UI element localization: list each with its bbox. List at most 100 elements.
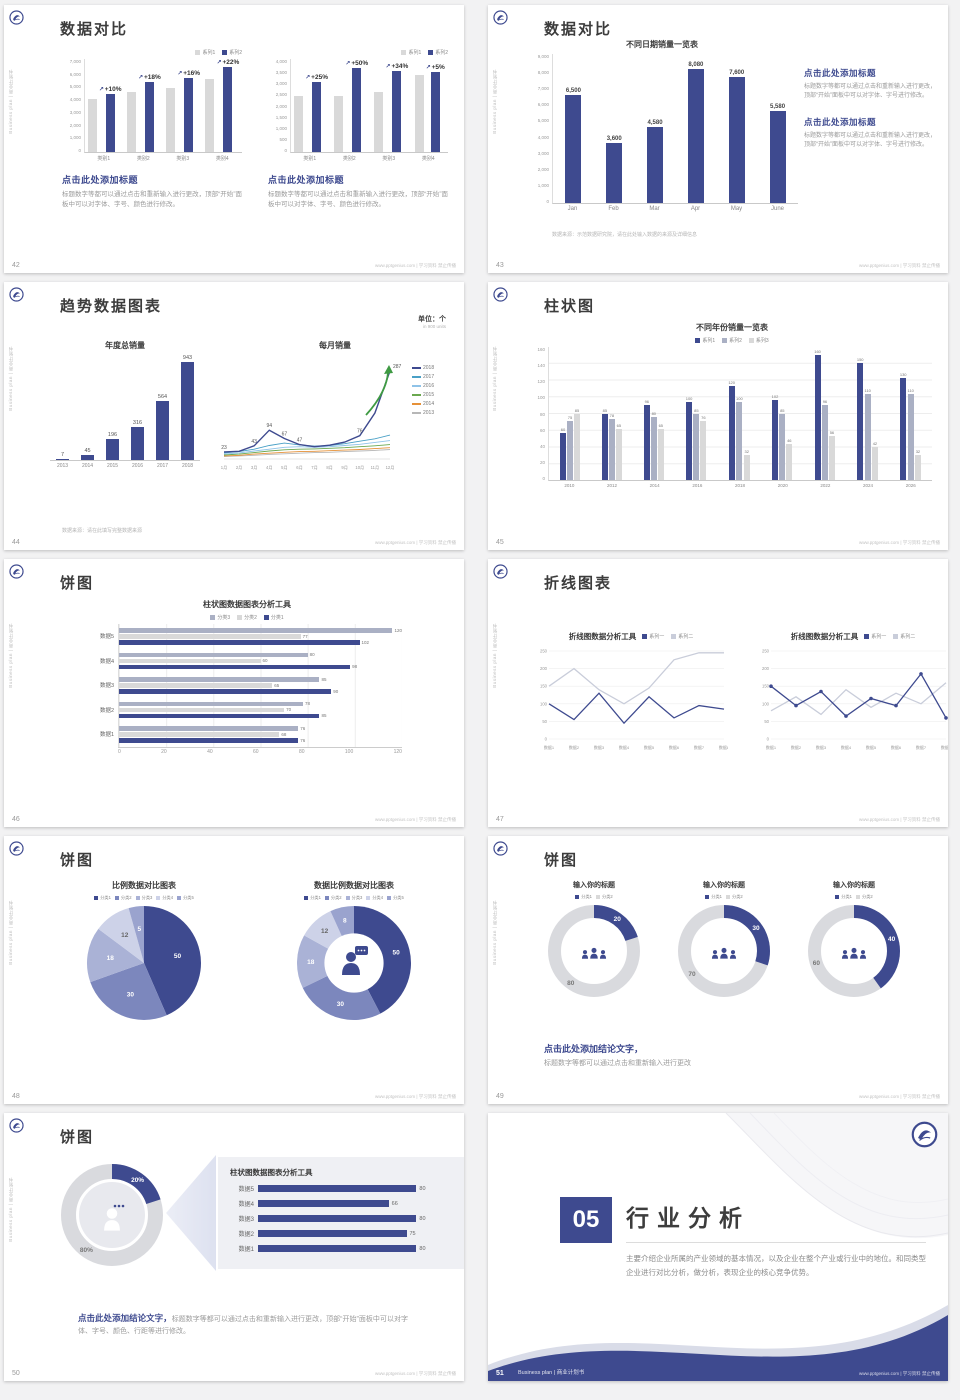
svg-text:50: 50 (764, 719, 769, 724)
svg-text:8: 8 (343, 918, 347, 925)
svg-text:250: 250 (540, 649, 548, 654)
unit-sublabel: in 900 units (422, 324, 446, 329)
slide-47[interactable]: Business plan | 商业计划书 折线图表 折线图数据分析工具 系列一系… (488, 559, 948, 827)
svg-text:10月: 10月 (355, 465, 364, 471)
divider (626, 1242, 926, 1243)
slide-49[interactable]: Business plan | 商业计划书 饼图 输入你的标题 分类1 分类2 20 8… (488, 836, 948, 1104)
footer-watermark: www.pptgenius.com | 学习资料 禁止传播 (375, 817, 456, 822)
svg-text:70: 70 (688, 971, 696, 978)
slide-title: 饼图 (544, 852, 579, 869)
logo-icon (493, 10, 508, 25)
logo-icon (493, 287, 508, 302)
slide-42[interactable]: Business plan | 商业计划书 数据对比 系列1 系列2 7,000 6,… (4, 5, 464, 273)
section-number: 05 (560, 1197, 612, 1243)
svg-text:20%: 20% (131, 1176, 144, 1183)
slide-50[interactable]: Business plan | 商业计划书 饼图 20% 80% 柱状图数据图表分… (4, 1113, 464, 1381)
page-number: 44 (12, 539, 20, 546)
block-body: 标题数字等都可以通过点击和重新输入进行更改，顶部“开始”面板中可以对字体、字号、… (268, 191, 448, 209)
donut-chart-1: 输入你的标题 分类1 分类2 20 80 (544, 880, 644, 999)
chart-area: 输入你的标题 分类1 分类2 20 80 输入你的标题 分类1 分类2 30 70 输入你的标题… (544, 880, 904, 999)
comparison-bar-chart-1: 系列1 系列2 7,000 6,000 5,000 4,000 3,000 2,000 1,00… (69, 50, 242, 162)
svg-text:200: 200 (540, 666, 548, 671)
slide-side-text: Business plan | 商业计划书 (8, 69, 13, 134)
chart-area: 折线图数据分析工具 系列一 系列二 250 200 150 100 50 0 数据1 数据2 数据3 数… (532, 631, 948, 758)
footer-watermark: www.pptgenius.com | 学习资料 禁止传播 (859, 540, 940, 545)
footer-brand: Business plan | 商业计划书 (518, 1370, 585, 1376)
footer-watermark: www.pptgenius.com | 学习资料 禁止传播 (859, 263, 940, 268)
svg-text:18: 18 (107, 955, 115, 962)
conclusion-heading: 点击此处添加结论文字， (544, 1044, 644, 1054)
svg-text:0: 0 (545, 737, 548, 742)
conclusion-heading: 点击此处添加结论文字， (78, 1313, 172, 1323)
text-blocks: 点击此处添加标题 标题数字等都可以通过点击和重新输入进行更改，顶部“开始”面板中… (804, 67, 936, 164)
donut-chart-2: 输入你的标题 分类1 分类2 30 70 (674, 880, 774, 999)
svg-text:数据5: 数据5 (866, 744, 877, 750)
logo-icon (9, 564, 24, 579)
data-source-note: 数据来源：示范数据研究院，请在此处输入数据的来源及详细信息 (552, 232, 698, 238)
footer-watermark: www.pptgenius.com | 学习资料 禁止传播 (375, 1094, 456, 1099)
svg-text:18: 18 (307, 959, 315, 966)
slide-side-text: Business plan | 商业计划书 (492, 346, 497, 411)
svg-text:76: 76 (357, 429, 363, 435)
page-number: 46 (12, 816, 20, 823)
svg-text:数据1: 数据1 (544, 744, 555, 750)
conclusion-body: 标题数字等都可以通过点击和重新输入进行更改 (544, 1060, 691, 1067)
slide-45[interactable]: Business plan | 商业计划书 柱状图 不同年份销量一览表 系列1 系列… (488, 282, 948, 550)
svg-text:5: 5 (137, 926, 141, 933)
page-number: 51 (496, 1370, 504, 1377)
svg-text:数据6: 数据6 (891, 744, 902, 750)
line-chart-2: 折线图数据分析工具 系列一 系列二 250 200 150 100 50 0 数据1 数据2 数据3 数… (754, 631, 948, 758)
donut-chart-3: 输入你的标题 分类1 分类2 40 60 (804, 880, 904, 999)
slide-title: 饼图 (60, 852, 95, 869)
svg-text:0: 0 (767, 737, 770, 742)
svg-text:60: 60 (813, 960, 821, 967)
page-number: 50 (12, 1370, 20, 1377)
yearly-grouped-bar-chart: 不同年份销量一览表 系列1 系列2 系列3 160 140 120 100 80 60 40 20 0 6… (532, 322, 932, 488)
svg-text:30: 30 (337, 1001, 345, 1008)
svg-text:1月: 1月 (221, 465, 228, 471)
background-swoosh (488, 1113, 948, 1381)
svg-text:200: 200 (762, 666, 770, 671)
block-body: 标题数字等都可以通过点击和重新输入进行更改，顶部“开始”面板中可以对字体、字号进… (804, 132, 937, 148)
svg-text:250: 250 (762, 649, 770, 654)
svg-text:数据5: 数据5 (644, 744, 655, 750)
slide-side-text: Business plan | 商业计划书 (492, 623, 497, 688)
text-blocks: 点击此处添加标题 标题数字等都可以通过点击和重新输入进行更改，顶部“开始”面板中… (62, 173, 448, 210)
section-title: 行业分析 (626, 1205, 750, 1231)
slide-side-text: Business plan | 商业计划书 (8, 1177, 13, 1242)
funnel-shape (166, 1155, 216, 1271)
text-block: 点击此处添加标题 标题数字等都可以通过点击和重新输入进行更改，顶部“开始”面板中… (62, 173, 242, 210)
chart-area: 20% 80% 柱状图数据图表分析工具 数据5 80 数据4 66 数据3 80 数据2 75 数据… (56, 1155, 464, 1271)
svg-text:30: 30 (752, 925, 760, 932)
svg-text:5月: 5月 (281, 465, 288, 471)
svg-text:9月: 9月 (341, 465, 348, 471)
chart-area: 比例数据对比图表 分类1 分类2 分类3 分类4 分类5 50 30 18 12 5 数据比例数据对… (68, 880, 430, 1022)
svg-text:12: 12 (121, 932, 129, 939)
slide-46[interactable]: Business plan | 商业计划书 饼图 柱状图数据图表分析工具 分类3 分… (4, 559, 464, 827)
footer-watermark: www.pptgenius.com | 学习资料 禁止传播 (859, 1371, 940, 1376)
slide-48[interactable]: Business plan | 商业计划书 饼图 比例数据对比图表 分类1 分类2 分… (4, 836, 464, 1104)
svg-text:50: 50 (174, 953, 182, 960)
svg-text:数据3: 数据3 (594, 744, 605, 750)
page-number: 43 (496, 262, 504, 269)
footer-watermark: www.pptgenius.com | 学习资料 禁止传播 (375, 263, 456, 268)
conclusion-block: 点击此处添加结论文字，标题数字等都可以通过点击和重新输入进行更改，顶部“开始”面… (78, 1311, 408, 1338)
svg-text:150: 150 (762, 684, 770, 689)
slide-51[interactable]: 05 行业分析 主要介绍企业所属的产业领域的基本情况，以及企业在整个产业或行业中… (488, 1113, 948, 1381)
svg-text:数据2: 数据2 (569, 744, 580, 750)
horizontal-bar-chart: 柱状图数据图表分析工具 分类3 分类2 分类1 数据5 数据4 数据3 数据2 数据1 120 77… (99, 600, 402, 755)
monthly-sales-bar-chart: 不同日期销量一览表 9,000 8,000 7,000 6,000 5,000 4,000 3… (526, 39, 798, 212)
svg-text:8月: 8月 (326, 465, 333, 471)
donut-pie-chart: 数据比例数据对比图表 分类1 分类2 分类3 分类4 分类5 50 30 18 12 8 (278, 880, 430, 1022)
slide-43[interactable]: Business plan | 商业计划书 数据对比 不同日期销量一览表 9,00… (488, 5, 948, 273)
block-body: 标题数字等都可以通过点击和重新输入进行更改，顶部“开始”面板中可以对字体、字号进… (804, 84, 937, 100)
slide-44[interactable]: Business plan | 商业计划书 趋势数据图表 单位：个 in 900… (4, 282, 464, 550)
section-header: 05 行业分析 主要介绍企业所属的产业领域的基本情况，以及企业在整个产业或行业中… (560, 1197, 926, 1279)
svg-text:287: 287 (393, 364, 402, 370)
svg-text:数据7: 数据7 (694, 744, 705, 750)
svg-text:94: 94 (267, 423, 273, 429)
svg-text:数据6: 数据6 (669, 744, 680, 750)
text-block: 点击此处添加标题 标题数字等都可以通过点击和重新输入进行更改，顶部“开始”面板中… (268, 173, 448, 210)
svg-text:23: 23 (221, 445, 227, 451)
